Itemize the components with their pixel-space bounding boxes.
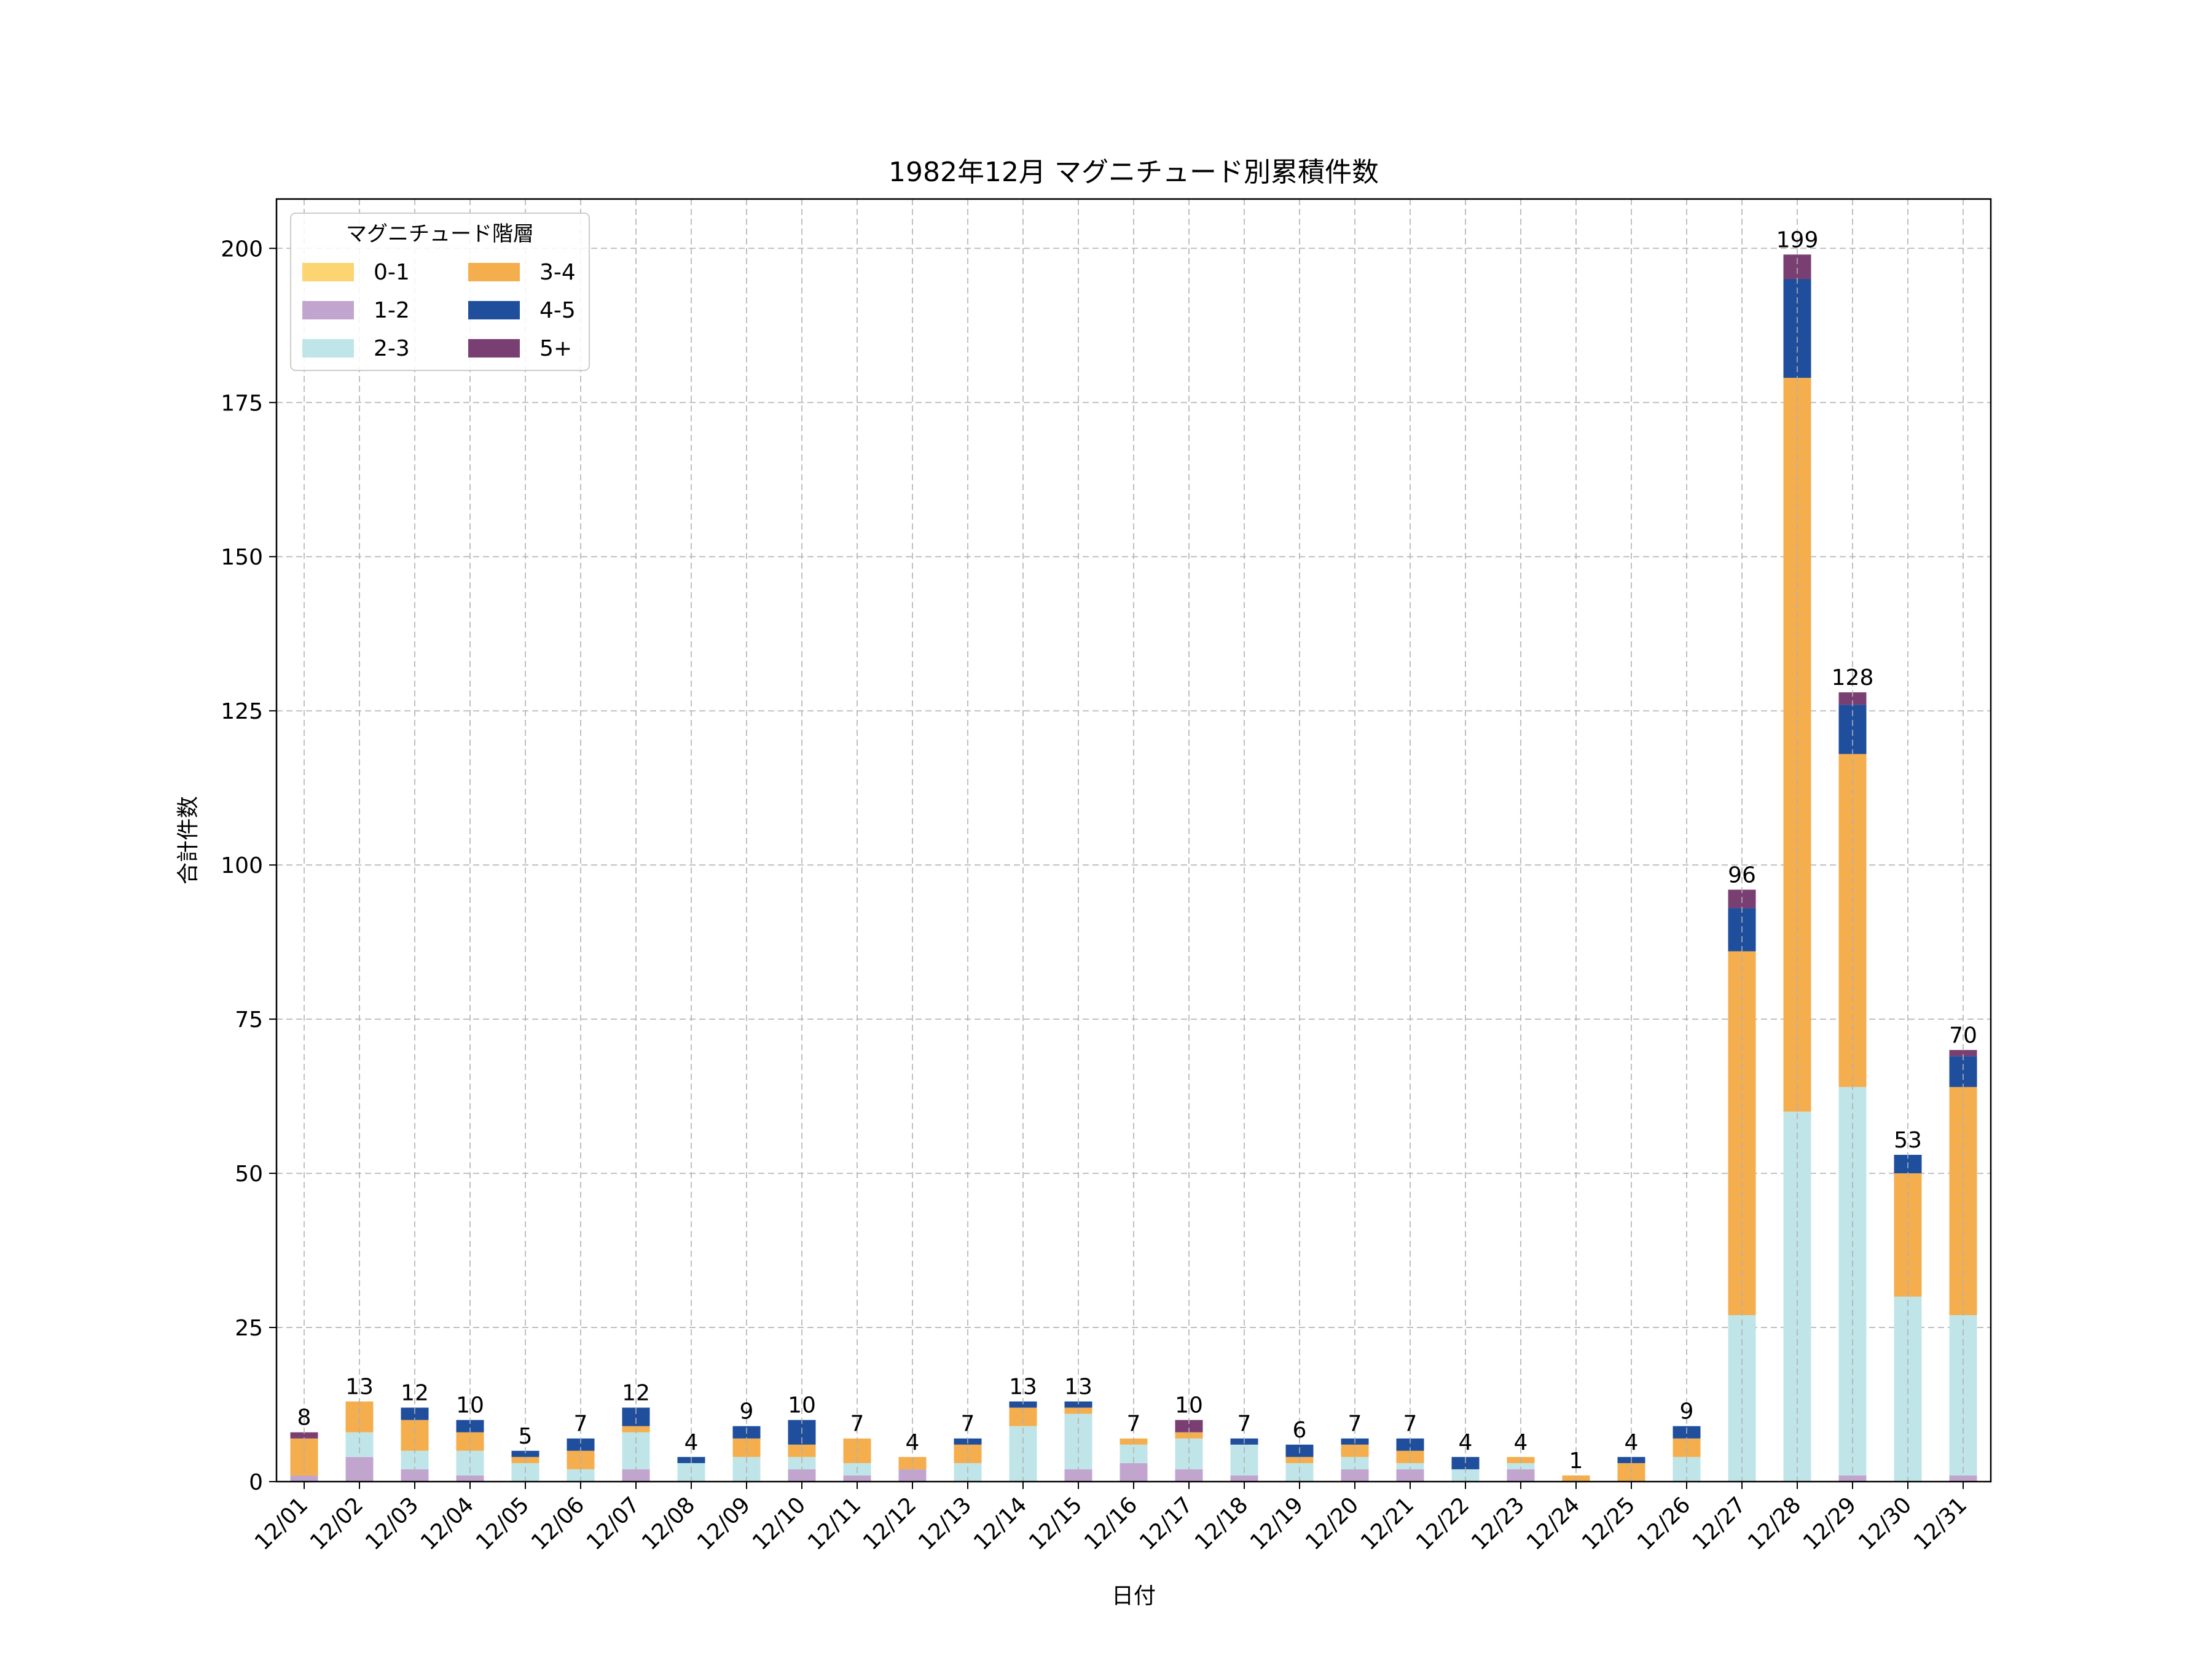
total-label: 6 bbox=[1293, 1418, 1307, 1443]
total-label: 10 bbox=[1175, 1393, 1203, 1418]
bar-segment-1-2 bbox=[788, 1469, 816, 1482]
total-label: 7 bbox=[1348, 1412, 1362, 1437]
y-tick-label: 150 bbox=[221, 545, 263, 570]
legend-label-5+: 5+ bbox=[539, 336, 572, 361]
total-label: 199 bbox=[1776, 227, 1819, 252]
y-tick-label: 125 bbox=[221, 699, 263, 724]
legend-label-0-1: 0-1 bbox=[374, 260, 410, 285]
bar-segment-5+ bbox=[1838, 692, 1867, 705]
total-label: 13 bbox=[1064, 1375, 1092, 1400]
bar-segment-4-5 bbox=[1064, 1401, 1092, 1408]
total-label: 10 bbox=[788, 1393, 816, 1418]
total-label: 70 bbox=[1949, 1023, 1977, 1048]
legend-box bbox=[290, 213, 590, 371]
legend-title: マグニチュード階層 bbox=[346, 222, 534, 246]
bar-segment-3-4 bbox=[401, 1420, 429, 1451]
y-tick-label: 50 bbox=[235, 1162, 263, 1187]
total-label: 96 bbox=[1728, 862, 1756, 888]
bar-segment-2-3 bbox=[1175, 1438, 1203, 1469]
total-label: 12 bbox=[401, 1381, 429, 1406]
bar-segment-1-2 bbox=[1396, 1469, 1424, 1482]
legend-label-3-4: 3-4 bbox=[539, 260, 576, 285]
total-label: 7 bbox=[1403, 1412, 1418, 1437]
total-label: 1 bbox=[1569, 1448, 1583, 1474]
total-label: 4 bbox=[906, 1430, 920, 1455]
bar-segment-1-2 bbox=[898, 1469, 927, 1482]
total-label: 7 bbox=[1237, 1412, 1252, 1437]
bar-segment-3-4 bbox=[1175, 1432, 1203, 1439]
chart-title: 1982年12月 マグニチュード別累積件数 bbox=[888, 157, 1379, 188]
total-label: 9 bbox=[740, 1399, 754, 1425]
x-axis-label: 日付 bbox=[1112, 1584, 1156, 1609]
y-tick-label: 200 bbox=[221, 236, 263, 262]
total-label: 128 bbox=[1832, 665, 1874, 690]
y-tick-label: 100 bbox=[221, 853, 263, 878]
bar-segment-2-3 bbox=[567, 1469, 595, 1482]
total-label: 12 bbox=[622, 1381, 650, 1406]
bar-segment-1-2 bbox=[1175, 1469, 1203, 1482]
legend-label-4-5: 4-5 bbox=[539, 298, 576, 323]
bar-segment-5+ bbox=[290, 1432, 318, 1439]
total-label: 9 bbox=[1680, 1399, 1694, 1425]
legend-label-2-3: 2-3 bbox=[374, 336, 410, 361]
y-tick-label: 175 bbox=[221, 391, 263, 416]
bar-segment-3-4 bbox=[345, 1401, 374, 1432]
legend: マグニチュード階層 0-1 1-2 2-3 3-4 4-5 5+ bbox=[290, 213, 590, 371]
total-label: 4 bbox=[1625, 1430, 1639, 1455]
total-label: 13 bbox=[1009, 1375, 1037, 1400]
legend-swatch-4-5 bbox=[468, 301, 520, 319]
legend-swatch-2-3 bbox=[302, 339, 354, 358]
total-label: 7 bbox=[574, 1412, 588, 1437]
bar-segment-4-5 bbox=[456, 1420, 484, 1432]
total-label: 7 bbox=[850, 1412, 865, 1437]
bar-segment-4-5 bbox=[1949, 1056, 1977, 1087]
legend-swatch-3-4 bbox=[468, 263, 520, 281]
bar-segment-5+ bbox=[1175, 1420, 1203, 1432]
bar-segment-3-4 bbox=[1396, 1450, 1424, 1463]
bar-segment-4-5 bbox=[1396, 1438, 1424, 1451]
legend-swatch-0-1 bbox=[302, 263, 354, 281]
total-label: 7 bbox=[961, 1412, 975, 1437]
bar-segment-5+ bbox=[1949, 1050, 1977, 1057]
bar-segment-4-5 bbox=[1009, 1401, 1037, 1408]
total-label: 13 bbox=[345, 1375, 374, 1400]
legend-swatch-1-2 bbox=[302, 301, 354, 319]
total-label: 4 bbox=[1514, 1430, 1528, 1455]
y-tick-label: 25 bbox=[235, 1316, 263, 1341]
total-labels: 8 13 12 10 5 7 12 4 9 10 7 4 7 13 13 7 10 7 6 7 7 4 4 1 4 9 96 199 1… bbox=[297, 199, 1977, 1482]
y-axis-label: 合計件数 bbox=[176, 796, 201, 885]
total-label: 8 bbox=[297, 1405, 312, 1431]
y-tick-label: 0 bbox=[249, 1470, 263, 1495]
total-label: 7 bbox=[1127, 1412, 1141, 1437]
y-tick-label: 75 bbox=[235, 1007, 263, 1033]
total-label: 4 bbox=[1459, 1430, 1473, 1455]
legend-label-1-2: 1-2 bbox=[374, 298, 410, 323]
legend-swatch-5+ bbox=[468, 339, 520, 358]
bar-segment-1-2 bbox=[1064, 1469, 1092, 1482]
bar-segment-1-2 bbox=[1341, 1469, 1369, 1482]
bar-segment-4-5 bbox=[567, 1438, 595, 1451]
total-label: 4 bbox=[684, 1430, 699, 1455]
bar-segment-2-3 bbox=[1507, 1463, 1535, 1469]
total-label: 10 bbox=[456, 1393, 484, 1418]
total-label: 53 bbox=[1894, 1128, 1922, 1153]
bar-segment-1-2 bbox=[401, 1469, 429, 1482]
bar-segment-2-3 bbox=[1396, 1463, 1424, 1469]
bar-segment-2-3 bbox=[1009, 1426, 1037, 1482]
bar-segment-4-5 bbox=[511, 1450, 539, 1457]
total-label: 5 bbox=[519, 1424, 533, 1449]
bar-segment-1-2 bbox=[1507, 1469, 1535, 1482]
bar-segment-1-2 bbox=[622, 1469, 650, 1482]
bar-segment-2-3 bbox=[1451, 1469, 1480, 1482]
